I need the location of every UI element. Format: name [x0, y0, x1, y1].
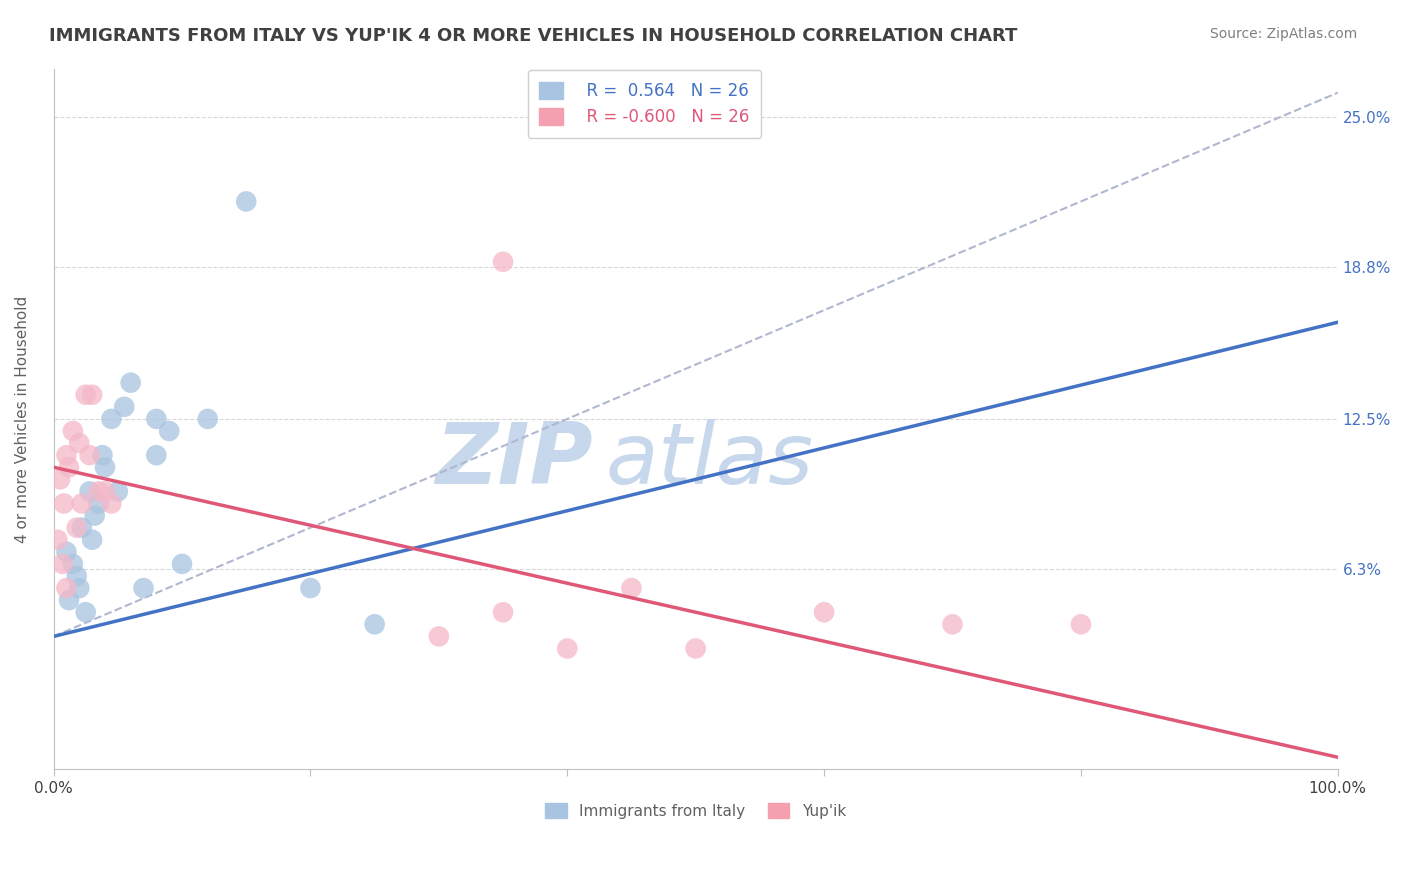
Point — [427, 629, 450, 643]
Point — [120, 376, 142, 390]
Point — [52, 496, 75, 510]
Point — [79, 448, 101, 462]
Point — [62, 557, 84, 571]
Point — [941, 617, 963, 632]
Point — [70, 496, 93, 510]
Point — [52, 557, 75, 571]
Point — [107, 484, 129, 499]
Point — [87, 484, 110, 499]
Point — [55, 545, 77, 559]
Point — [67, 581, 90, 595]
Point — [58, 460, 80, 475]
Point — [62, 424, 84, 438]
Point — [685, 641, 707, 656]
Point — [58, 593, 80, 607]
Point — [70, 521, 93, 535]
Text: ZIP: ZIP — [436, 419, 593, 502]
Point — [235, 194, 257, 209]
Point — [492, 605, 515, 619]
Point — [46, 533, 69, 547]
Text: atlas: atlas — [606, 419, 814, 502]
Point — [49, 472, 72, 486]
Point — [55, 581, 77, 595]
Point — [66, 521, 89, 535]
Y-axis label: 4 or more Vehicles in Household: 4 or more Vehicles in Household — [15, 295, 30, 542]
Point — [112, 400, 135, 414]
Point — [145, 448, 167, 462]
Text: IMMIGRANTS FROM ITALY VS YUP'IK 4 OR MORE VEHICLES IN HOUSEHOLD CORRELATION CHAR: IMMIGRANTS FROM ITALY VS YUP'IK 4 OR MOR… — [49, 27, 1018, 45]
Point — [87, 496, 110, 510]
Point — [82, 388, 104, 402]
Point — [1070, 617, 1092, 632]
Point — [132, 581, 155, 595]
Point — [94, 460, 117, 475]
Point — [66, 569, 89, 583]
Point — [145, 412, 167, 426]
Point — [299, 581, 322, 595]
Point — [492, 255, 515, 269]
Point — [100, 412, 122, 426]
Point — [55, 448, 77, 462]
Point — [94, 484, 117, 499]
Point — [75, 388, 97, 402]
Point — [83, 508, 105, 523]
Point — [197, 412, 219, 426]
Point — [170, 557, 193, 571]
Text: Source: ZipAtlas.com: Source: ZipAtlas.com — [1209, 27, 1357, 41]
Point — [82, 533, 104, 547]
Point — [620, 581, 643, 595]
Point — [67, 436, 90, 450]
Point — [75, 605, 97, 619]
Point — [91, 448, 114, 462]
Legend: Immigrants from Italy, Yup'ik: Immigrants from Italy, Yup'ik — [540, 797, 852, 825]
Point — [363, 617, 385, 632]
Point — [555, 641, 578, 656]
Point — [79, 484, 101, 499]
Point — [100, 496, 122, 510]
Point — [813, 605, 835, 619]
Point — [157, 424, 180, 438]
